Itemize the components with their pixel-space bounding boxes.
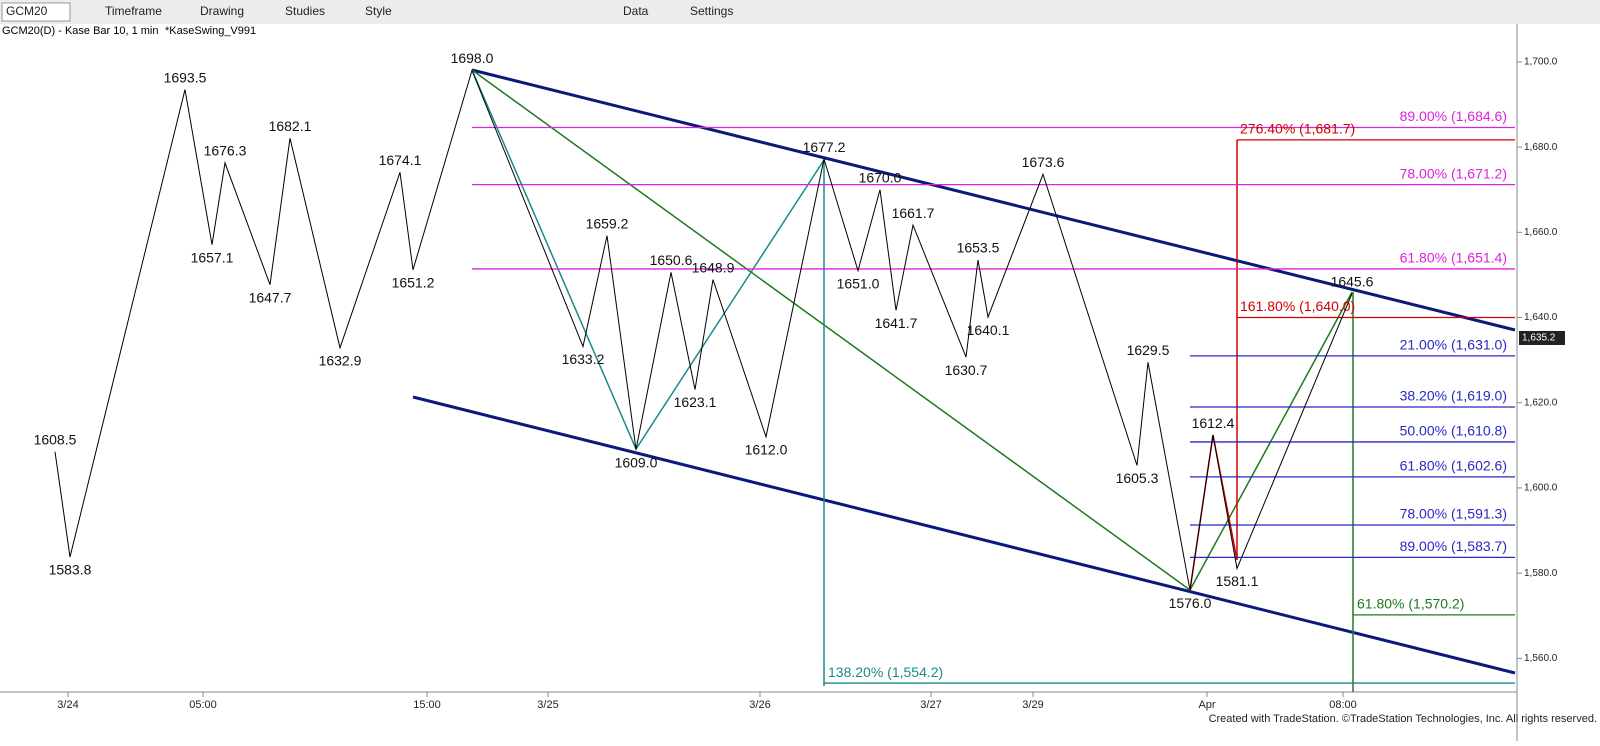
x-tick-label: 3/27 bbox=[920, 699, 941, 711]
x-tick-label: 3/29 bbox=[1022, 699, 1043, 711]
toolbar-item[interactable]: Timeframe bbox=[105, 4, 162, 18]
swing-label: 1629.5 bbox=[1127, 342, 1170, 358]
swing-label: 1641.7 bbox=[875, 315, 918, 331]
fib-label: 61.80% (1,602.6) bbox=[1400, 458, 1507, 474]
swing-label: 1605.3 bbox=[1116, 470, 1159, 486]
trend-line bbox=[412, 395, 1516, 675]
swing-label: 1609.0 bbox=[615, 454, 658, 470]
swing-label: 1659.2 bbox=[586, 215, 629, 231]
y-tick-label: 1,680.0 bbox=[1524, 142, 1558, 153]
fib-label: 89.00% (1,684.6) bbox=[1400, 108, 1507, 124]
swing-label: 1630.7 bbox=[945, 362, 988, 378]
fib-label: 89.00% (1,583.7) bbox=[1400, 538, 1507, 554]
swing-label: 1657.1 bbox=[191, 249, 234, 265]
swing-label: 1677.2 bbox=[803, 139, 846, 155]
fib-label: 61.80% (1,570.2) bbox=[1357, 596, 1464, 612]
swing-label: 1651.0 bbox=[837, 275, 880, 291]
projection-line bbox=[1189, 434, 1238, 591]
x-tick-label: 08:00 bbox=[1329, 699, 1357, 711]
y-tick-label: 1,620.0 bbox=[1524, 397, 1558, 408]
x-tick-label: 15:00 bbox=[413, 699, 441, 711]
swing-label: 1623.1 bbox=[674, 394, 717, 410]
swing-label: 1612.0 bbox=[745, 442, 788, 458]
swing-label: 1673.6 bbox=[1022, 154, 1065, 170]
trend-line bbox=[471, 68, 1516, 332]
swing-label: 1633.2 bbox=[562, 351, 605, 367]
fib-label: 78.00% (1,591.3) bbox=[1400, 506, 1507, 522]
fib-label: 21.00% (1,631.0) bbox=[1400, 337, 1507, 353]
fib-label: 61.80% (1,651.4) bbox=[1400, 250, 1507, 266]
x-tick-label: 3/24 bbox=[57, 699, 78, 711]
last-price-tag bbox=[1519, 330, 1565, 345]
fib-label: 276.40% (1,681.7) bbox=[1240, 121, 1355, 137]
symbol-box[interactable] bbox=[1, 2, 71, 22]
footer: Created with TradeStation. ©TradeStation… bbox=[1209, 713, 1597, 725]
toolbar-item[interactable]: Data bbox=[623, 4, 649, 18]
chart-subtitle: *KaseSwing_V991 bbox=[165, 25, 256, 37]
fib-label: 78.00% (1,671.2) bbox=[1400, 165, 1507, 181]
swing-label: 1674.1 bbox=[379, 152, 422, 168]
chart-title: GCM20(D) - Kase Bar 10, 1 min bbox=[2, 25, 159, 37]
swing-label: 1661.7 bbox=[892, 205, 935, 221]
symbol[interactable]: GCM20 bbox=[6, 4, 48, 18]
fib-label: 161.80% (1,640.0) bbox=[1240, 298, 1355, 314]
swing-label: 1608.5 bbox=[34, 431, 77, 447]
y-tick-label: 1,640.0 bbox=[1524, 312, 1558, 323]
swing-label: 1693.5 bbox=[164, 69, 207, 85]
y-tick-label: 1,600.0 bbox=[1524, 483, 1558, 494]
swing-label: 1645.6 bbox=[1331, 273, 1374, 289]
y-tick-label: 1,660.0 bbox=[1524, 227, 1558, 238]
swing-label: 1581.1 bbox=[1216, 573, 1259, 589]
swing-label: 1583.8 bbox=[49, 562, 92, 578]
last-price-label: 1,635.2 bbox=[1522, 333, 1556, 344]
toolbar-item[interactable]: Drawing bbox=[200, 4, 244, 18]
swing-label: 1676.3 bbox=[204, 143, 247, 159]
swing-label: 1698.0 bbox=[451, 50, 494, 66]
swing-label: 1650.6 bbox=[650, 252, 693, 268]
swing-label: 1648.9 bbox=[692, 259, 735, 275]
swing-label: 1647.7 bbox=[249, 289, 292, 305]
swing-label: 1640.1 bbox=[967, 322, 1010, 338]
toolbar-item[interactable]: Studies bbox=[285, 4, 325, 18]
swing-label: 1576.0 bbox=[1169, 595, 1212, 611]
swing-line bbox=[54, 68, 1353, 591]
swing-label: 1670.0 bbox=[859, 169, 902, 185]
y-tick-label: 1,560.0 bbox=[1524, 653, 1558, 664]
toolbar bbox=[0, 0, 1600, 24]
swing-label: 1682.1 bbox=[269, 118, 312, 134]
fib-label: 138.20% (1,554.2) bbox=[828, 664, 943, 680]
toolbar-item[interactable]: Settings bbox=[690, 4, 733, 18]
y-tick-label: 1,580.0 bbox=[1524, 568, 1558, 579]
swing-label: 1632.9 bbox=[319, 352, 362, 368]
swing-label: 1612.4 bbox=[1192, 415, 1235, 431]
projection-line bbox=[471, 69, 825, 451]
x-tick-label: 05:00 bbox=[189, 699, 217, 711]
fib-label: 50.00% (1,610.8) bbox=[1400, 423, 1507, 439]
x-tick-label: 3/25 bbox=[537, 699, 558, 711]
toolbar-item[interactable]: Style bbox=[365, 4, 392, 18]
x-tick-label: 3/26 bbox=[749, 699, 770, 711]
swing-label: 1653.5 bbox=[957, 240, 1000, 256]
y-tick-label: 1,700.0 bbox=[1524, 57, 1558, 68]
fib-label: 38.20% (1,619.0) bbox=[1400, 388, 1507, 404]
swing-label: 1651.2 bbox=[392, 275, 435, 291]
x-tick-label: Apr bbox=[1198, 699, 1215, 711]
